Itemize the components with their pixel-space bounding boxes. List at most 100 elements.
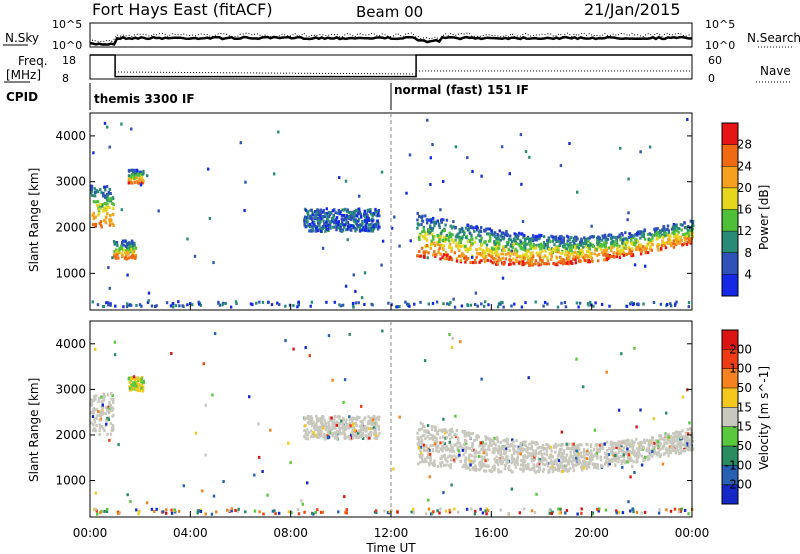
data-cell — [550, 234, 553, 238]
data-cell — [444, 251, 448, 255]
data-cell — [466, 250, 469, 253]
data-cell — [357, 301, 360, 305]
data-cell — [535, 251, 539, 255]
data-cell — [104, 202, 107, 206]
data-cell — [371, 420, 374, 424]
data-cell — [662, 446, 665, 450]
colorbar-swatch — [722, 407, 738, 427]
data-cell — [574, 250, 577, 254]
data-cell — [310, 218, 314, 222]
data-cell — [559, 455, 562, 459]
data-cell — [516, 237, 519, 241]
time-x-axis: 00:00 04:00 08:00 12:00 16:00 20:00 00:00 — [73, 304, 709, 540]
data-cell — [621, 450, 624, 454]
data-cell — [679, 447, 682, 451]
data-cell — [470, 454, 474, 458]
data-cell — [341, 221, 344, 225]
data-cell — [104, 221, 108, 225]
colorbar-tick-label: 12 — [737, 224, 752, 238]
data-cell — [367, 228, 371, 232]
data-cell — [675, 223, 678, 227]
data-cell — [642, 235, 646, 239]
data-cell — [603, 235, 607, 238]
data-cell — [105, 510, 109, 513]
data-cell — [613, 251, 616, 255]
data-cell — [480, 243, 484, 247]
data-cell — [350, 224, 353, 228]
data-cell — [104, 412, 107, 415]
data-cell — [109, 404, 112, 408]
data-cell — [174, 304, 178, 308]
data-cell — [453, 443, 456, 447]
data-cell — [648, 232, 651, 236]
data-cell — [563, 262, 566, 265]
data-cell — [340, 228, 343, 232]
data-cell — [490, 255, 494, 259]
data-cell — [105, 301, 108, 305]
data-cell — [485, 246, 488, 250]
data-cell — [529, 247, 532, 251]
data-cell — [559, 164, 563, 168]
data-cell — [436, 509, 439, 513]
data-cell — [437, 222, 441, 226]
data-cell — [135, 176, 138, 180]
data-cell — [563, 245, 566, 249]
data-cell — [541, 249, 544, 253]
data-cell — [582, 245, 585, 249]
data-cell — [483, 463, 486, 466]
data-cell — [540, 460, 543, 464]
data-cell — [479, 441, 483, 445]
data-cell — [113, 255, 116, 259]
data-cell — [93, 194, 96, 198]
data-cell — [497, 468, 500, 472]
data-cell — [334, 218, 338, 222]
data-cell — [537, 261, 540, 265]
data-cell — [563, 301, 567, 304]
data-cell — [464, 456, 467, 460]
data-cell — [585, 254, 589, 257]
data-cell — [107, 197, 110, 201]
data-cell — [537, 459, 541, 463]
data-cell — [229, 305, 233, 309]
data-cell — [579, 451, 582, 455]
data-cell — [340, 419, 343, 423]
data-cell — [614, 459, 617, 463]
data-cell — [354, 301, 358, 305]
data-cell — [590, 252, 593, 256]
data-cell — [562, 241, 565, 245]
noise-panel: N.Sky 10^5 10^0 10^5 10^0 N.Search — [3, 18, 800, 52]
data-cell — [470, 243, 473, 247]
data-cell — [124, 249, 127, 253]
data-cell — [420, 457, 424, 460]
data-cell — [649, 238, 652, 242]
data-cell — [529, 242, 532, 246]
data-cell — [345, 210, 349, 214]
data-cell — [473, 512, 477, 516]
data-cell — [534, 449, 538, 453]
data-cell — [514, 247, 517, 251]
data-cell — [509, 469, 513, 473]
data-cell — [606, 457, 609, 461]
data-cell — [686, 226, 689, 230]
data-cell — [97, 410, 100, 414]
data-cell — [420, 223, 423, 226]
data-cell — [524, 460, 527, 464]
data-cell — [101, 412, 104, 416]
data-cell — [522, 440, 525, 444]
data-cell — [527, 256, 530, 260]
data-cell — [253, 509, 257, 513]
data-cell — [514, 449, 517, 453]
data-cell — [603, 442, 606, 446]
data-cell — [614, 236, 617, 239]
x-tick-label: 04:00 — [173, 526, 208, 540]
data-cell — [308, 225, 312, 229]
data-cell — [455, 242, 458, 246]
data-cell — [513, 462, 517, 466]
data-cell — [565, 442, 568, 446]
data-cell — [538, 465, 541, 469]
data-cell — [372, 225, 375, 229]
data-cell — [375, 214, 378, 218]
data-cell — [454, 238, 457, 242]
data-cell — [551, 239, 555, 243]
data-cell — [507, 468, 511, 471]
